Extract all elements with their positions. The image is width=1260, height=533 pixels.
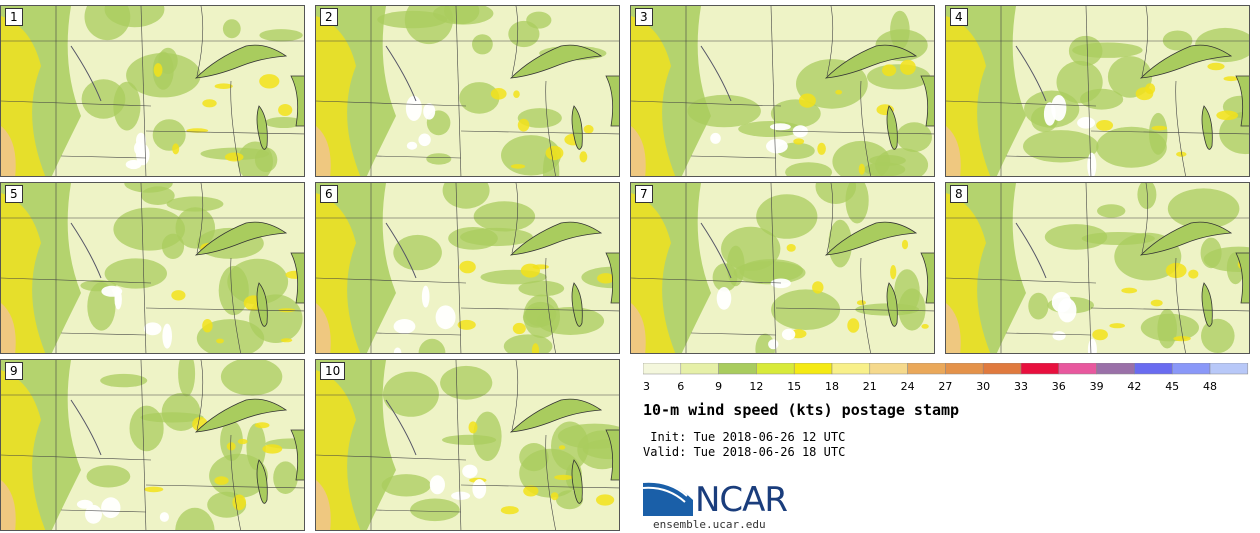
- colorbar-segment: [1058, 363, 1097, 375]
- wind-field-map: [316, 183, 619, 353]
- map-panel: 5: [0, 182, 305, 354]
- map-panel: 8: [945, 182, 1250, 354]
- colorbar-segment: [680, 363, 719, 375]
- panel-label: 5: [5, 185, 23, 203]
- ncar-logo-icon: [643, 480, 693, 516]
- map-panel: 6: [315, 182, 620, 354]
- map-panel: 9: [0, 359, 305, 531]
- panel-label: 3: [635, 8, 653, 26]
- panel-label: 8: [950, 185, 968, 203]
- colorbar-tick-label: 36: [1052, 380, 1066, 393]
- colorbar-tick-label: 27: [938, 380, 952, 393]
- colorbar-segment: [1209, 363, 1249, 375]
- map-panel: 7: [630, 182, 935, 354]
- colorbar-segment: [907, 363, 946, 375]
- wind-field-map: [316, 360, 619, 530]
- colorbar-segment: [643, 363, 682, 375]
- colorbar-tick-label: 30: [976, 380, 990, 393]
- colorbar-segment: [1134, 363, 1173, 375]
- colorbar-tick-label: 12: [749, 380, 763, 393]
- colorbar-tick-label: 42: [1127, 380, 1141, 393]
- map-panel: 3: [630, 5, 935, 177]
- colorbar-tick-label: 6: [677, 380, 684, 393]
- colorbar-tick-label: 9: [715, 380, 722, 393]
- colorbar-segment: [793, 363, 833, 375]
- colorbar-segment: [1171, 363, 1211, 375]
- panel-label: 10: [320, 362, 346, 380]
- map-panel: 10: [315, 359, 620, 531]
- panel-label: 1: [5, 8, 23, 26]
- panel-label: 7: [635, 185, 653, 203]
- map-title: 10-m wind speed (kts) postage stamp: [643, 401, 960, 419]
- site-url: ensemble.ucar.edu: [653, 518, 766, 531]
- colorbar-segment: [831, 363, 871, 375]
- colorbar-segment: [869, 363, 908, 375]
- colorbar-tick-label: 18: [825, 380, 839, 393]
- colorbar-tick-label: 45: [1165, 380, 1179, 393]
- valid-time: Valid: Tue 2018-06-26 18 UTC: [643, 445, 846, 459]
- map-panel: 2: [315, 5, 620, 177]
- colorbar-tick-label: 21: [863, 380, 877, 393]
- panel-label: 6: [320, 185, 338, 203]
- colorbar-segment: [982, 363, 1022, 375]
- colorbar-tick-label: 48: [1203, 380, 1217, 393]
- map-panel: 1: [0, 5, 305, 177]
- wind-speed-colorbar: 3 6 9 12 15 18 21 24 27 30 33 36 39 42 45 48: [643, 363, 1249, 393]
- colorbar-segment: [945, 363, 984, 375]
- colorbar-segment: [1096, 363, 1135, 375]
- panel-label: 2: [320, 8, 338, 26]
- colorbar-segment: [718, 363, 757, 375]
- wind-field-map: [1, 360, 304, 530]
- init-time: Init: Tue 2018-06-26 12 UTC: [643, 430, 846, 444]
- wind-field-map: [631, 6, 934, 176]
- panel-label: 9: [5, 362, 23, 380]
- wind-field-map: [946, 6, 1249, 176]
- colorbar-tick-label: 24: [901, 380, 915, 393]
- wind-field-map: [631, 183, 934, 353]
- wind-field-map: [1, 6, 304, 176]
- panel-label: 4: [950, 8, 968, 26]
- wind-field-map: [1, 183, 304, 353]
- colorbar-segment: [756, 363, 795, 375]
- wind-field-map: [316, 6, 619, 176]
- ncar-wordmark: NCAR: [695, 480, 788, 520]
- colorbar-tick-label: 33: [1014, 380, 1028, 393]
- colorbar-segment: [1020, 363, 1060, 375]
- colorbar-tick-label: 15: [787, 380, 801, 393]
- colorbar-tick-label: 39: [1090, 380, 1104, 393]
- colorbar-tick-label: 3: [643, 380, 650, 393]
- wind-field-map: [946, 183, 1249, 353]
- map-panel: 4: [945, 5, 1250, 177]
